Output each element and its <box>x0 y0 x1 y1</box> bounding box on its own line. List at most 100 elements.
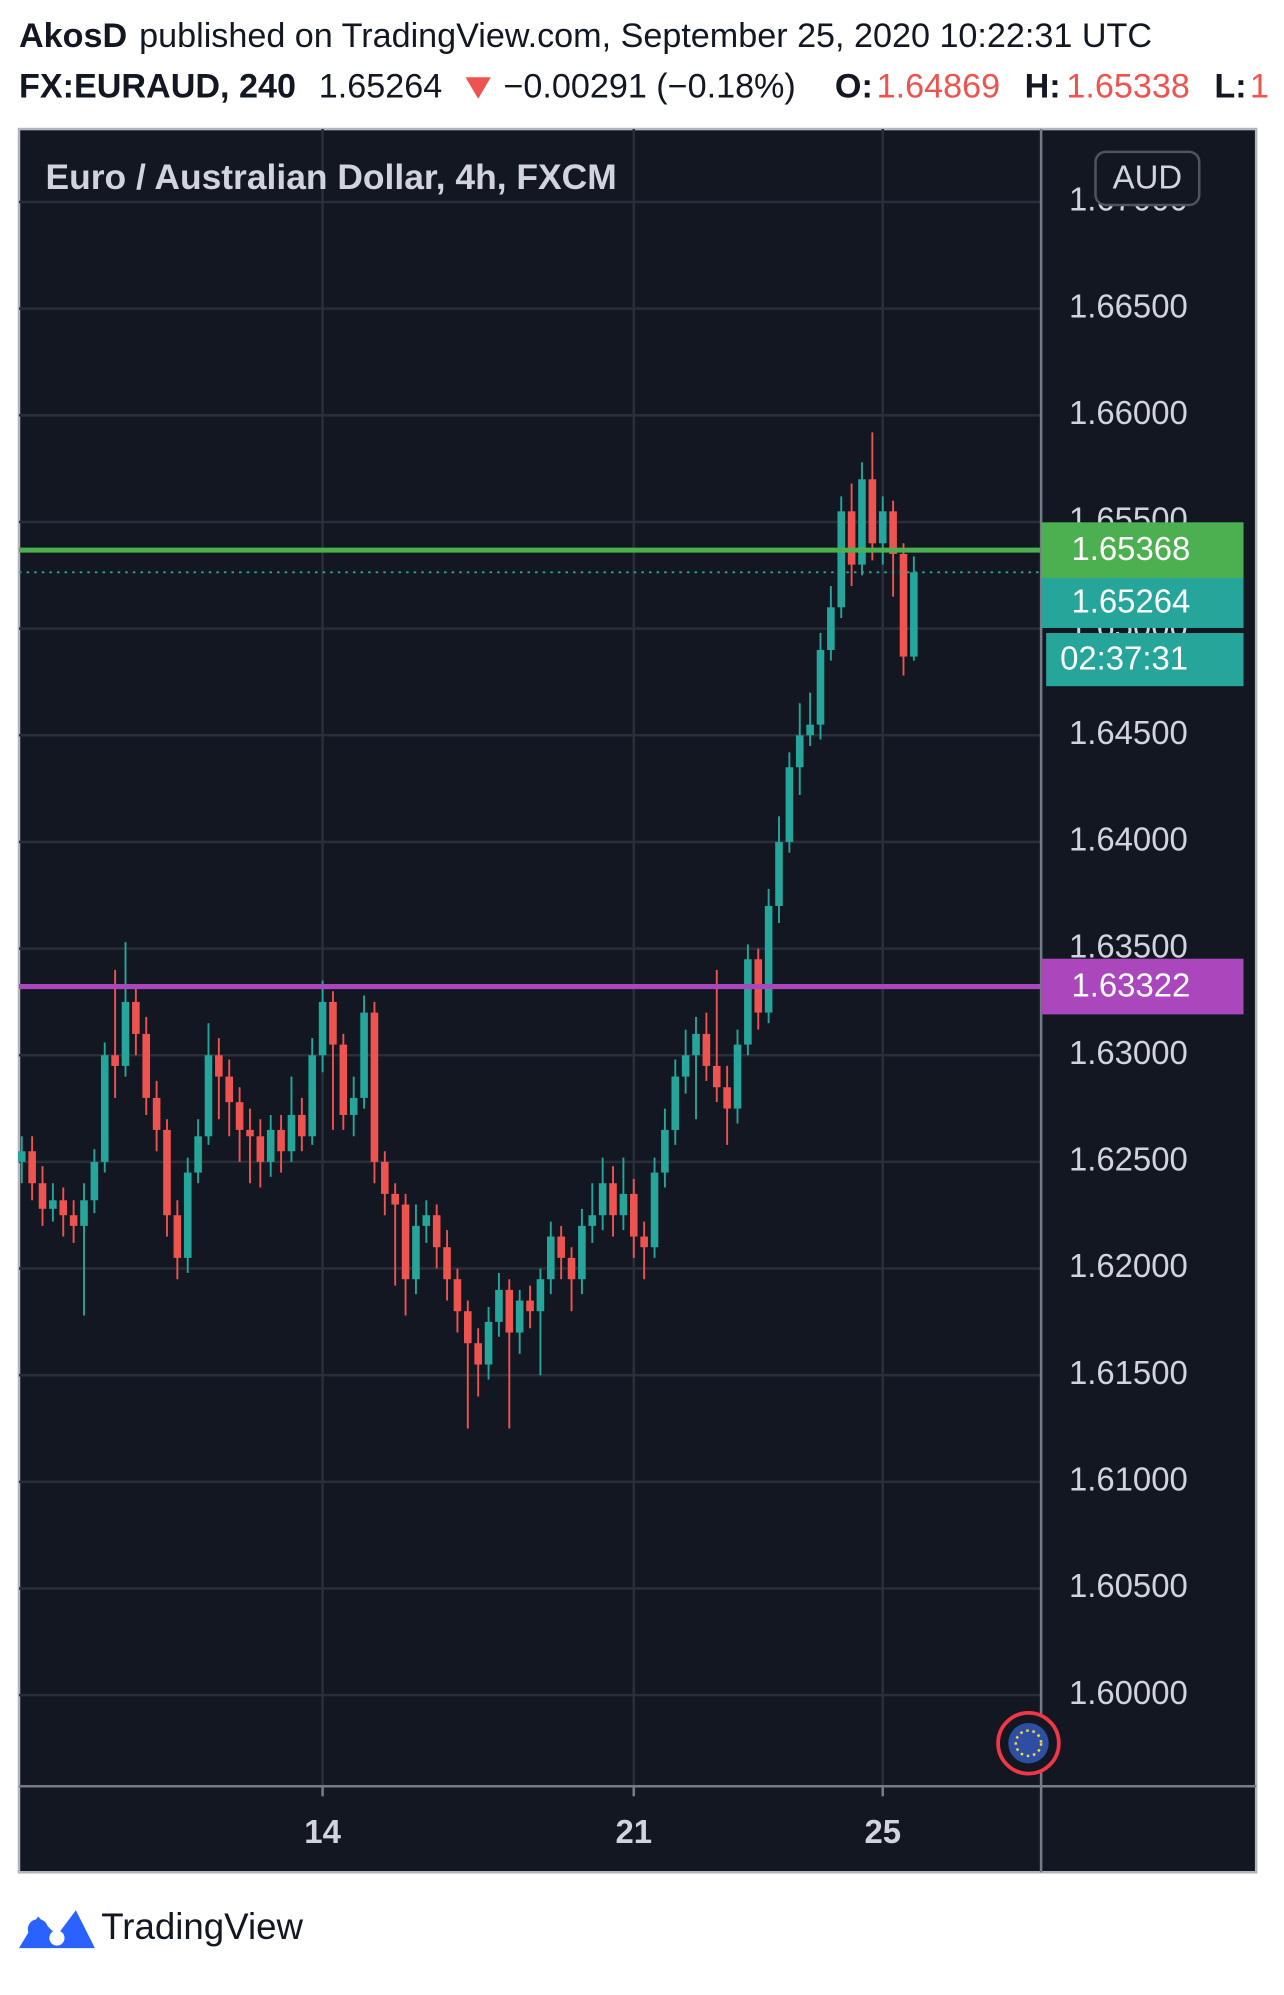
candle-body <box>847 511 856 565</box>
candle-body <box>59 1200 68 1216</box>
candle-body <box>899 553 908 657</box>
candle-body <box>194 1136 202 1173</box>
brand: TradingView <box>101 1906 303 1947</box>
candle-body <box>785 767 794 842</box>
candle-body <box>692 1033 700 1056</box>
candle-body <box>225 1076 234 1103</box>
y-tick-label: 1.61500 <box>1069 1354 1188 1391</box>
y-tick-label: 1.60000 <box>1069 1674 1188 1711</box>
candle-body <box>422 1215 431 1226</box>
change: −0.00291 (−0.18%) <box>503 68 795 106</box>
candle-body <box>100 1055 109 1162</box>
candle-body <box>681 1055 690 1077</box>
low-label: L: <box>1214 68 1246 106</box>
eu-flag-icon <box>996 1710 1061 1776</box>
candle-body <box>505 1289 514 1333</box>
y-tick-label: 1.60500 <box>1069 1567 1188 1604</box>
candle-body <box>163 1129 171 1216</box>
candle-body <box>837 511 846 608</box>
candle-body <box>526 1300 534 1312</box>
last-price-box <box>1041 577 1244 628</box>
y-tick-label: 1.61000 <box>1069 1461 1188 1498</box>
candle-body <box>795 735 804 768</box>
candle-body <box>464 1311 472 1344</box>
candle-body <box>183 1172 192 1258</box>
candle-body <box>111 1055 119 1066</box>
y-tick-label: 1.64500 <box>1069 714 1188 751</box>
candle-body <box>443 1247 451 1280</box>
candle-body <box>712 1065 721 1088</box>
candle-body <box>775 841 783 906</box>
candle-body <box>806 724 814 736</box>
y-tick-label: 1.66000 <box>1069 394 1188 431</box>
candle-body <box>69 1215 78 1226</box>
candle-body <box>266 1129 275 1162</box>
candle-body <box>360 1012 368 1098</box>
symbol: FX:EURAUD, 240 <box>19 68 296 106</box>
line-price-box <box>1041 522 1244 578</box>
y-tick-label: 1.66500 <box>1069 287 1188 324</box>
candle-body <box>432 1215 441 1248</box>
candle-body <box>661 1129 669 1173</box>
candle-body <box>235 1102 244 1130</box>
candle-body <box>142 1033 151 1098</box>
candle-body <box>495 1289 503 1322</box>
candle-body <box>277 1129 285 1152</box>
candle-body <box>49 1200 57 1209</box>
candle-body <box>318 1001 327 1056</box>
candle-body <box>910 572 918 657</box>
line-price-box <box>1041 958 1244 1015</box>
candle-body <box>515 1300 524 1333</box>
candle-body <box>215 1055 223 1077</box>
open-value: 1.64869 <box>877 68 1000 106</box>
candle-body <box>557 1236 565 1258</box>
candle-body <box>816 649 825 725</box>
candle-body <box>256 1136 265 1162</box>
candle-body <box>329 1001 337 1045</box>
candle-body <box>28 1151 36 1184</box>
candle-body <box>412 1225 420 1280</box>
x-tick-label: 21 <box>615 1813 652 1850</box>
candle-body <box>868 479 877 544</box>
candle-body <box>173 1215 182 1258</box>
y-tick-label: 1.63500 <box>1069 927 1188 964</box>
candle-body <box>744 959 752 1045</box>
candle-body <box>733 1044 742 1109</box>
candle-body <box>650 1172 659 1248</box>
down-arrow <box>465 77 491 99</box>
y-tick-label: 1.62500 <box>1069 1141 1188 1178</box>
candle-body <box>90 1161 99 1201</box>
last-price-label: 1.65264 <box>1071 583 1190 620</box>
candle-body <box>401 1204 410 1280</box>
candle-body <box>349 1097 358 1115</box>
candle-body <box>152 1097 161 1130</box>
y-tick-label: 1.63000 <box>1069 1034 1188 1071</box>
currency-box <box>1094 150 1201 207</box>
countdown: 02:37:31 <box>1060 640 1188 677</box>
tradingview-logo <box>18 1910 95 1949</box>
candle-body <box>889 511 897 554</box>
candle-body <box>484 1321 493 1365</box>
candle-body <box>80 1200 88 1226</box>
author: AkosD <box>19 17 127 55</box>
candle-body <box>567 1257 576 1280</box>
candle-body <box>609 1183 617 1216</box>
candle-body <box>339 1044 348 1115</box>
y-tick-label: 1.62000 <box>1069 1247 1188 1284</box>
candle-body <box>381 1161 389 1194</box>
high-label: H: <box>1025 68 1061 106</box>
candle-body <box>578 1225 586 1280</box>
candle-body <box>588 1215 597 1226</box>
published: published on TradingView.com, September … <box>139 17 1152 55</box>
candle-body <box>671 1076 680 1130</box>
candle-body <box>764 905 773 1013</box>
currency: AUD <box>1113 158 1182 195</box>
x-tick-label: 14 <box>304 1813 341 1850</box>
last-price: 1.65264 <box>319 68 442 106</box>
candle-body <box>132 1001 140 1034</box>
candle-body <box>723 1087 731 1109</box>
candle-body <box>858 479 866 565</box>
candle-body <box>619 1193 628 1216</box>
candle-body <box>629 1193 638 1237</box>
